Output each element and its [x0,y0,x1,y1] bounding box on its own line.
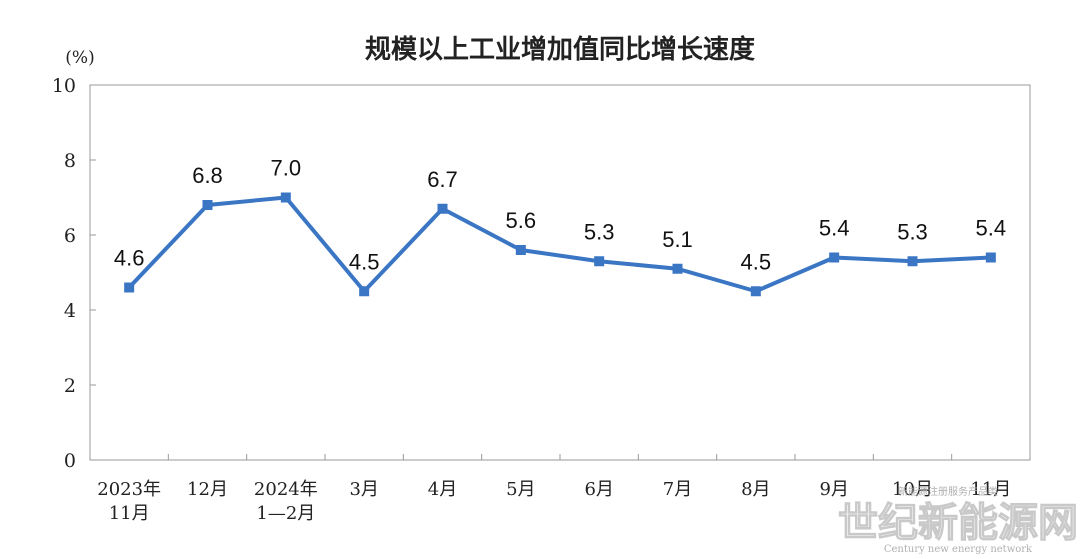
data-label: 6.8 [192,163,223,188]
data-point-marker [359,286,370,297]
y-tick-label: 6 [64,225,76,247]
y-axis-ticks: 0 2 4 6 8 10 [52,75,96,472]
y-tick-label: 4 [64,300,76,322]
y-axis-unit-label: (%) [65,48,94,68]
plot-area-frame [89,84,1031,461]
x-tick-label: 10月 [892,479,933,500]
data-point-marker [907,256,918,267]
data-point-marker [124,282,135,293]
y-tick-label: 0 [64,450,76,472]
x-tick-label: 5月 [506,479,535,500]
watermark-overlay-text: 新能源注册服务产品类 [898,485,998,498]
x-tick-label: 2024年 [254,479,318,500]
data-label: 7.0 [271,156,302,181]
data-point-marker [672,263,683,274]
data-label: 5.4 [976,216,1007,241]
x-tick-label: 8月 [741,479,770,500]
data-point-marker [515,245,526,255]
y-tick-label: 2 [64,375,76,397]
x-tick-label: 7月 [663,479,692,500]
data-point-marker [985,252,996,263]
series-line [127,195,991,294]
x-axis-ticks: 2023年 11月 12月 2024年 1—2月 3月 4月 5月 6月 7月 8月 9月 10月 11月 [97,454,1011,524]
y-tick-label: 8 [64,150,76,172]
data-label: 4.5 [741,249,772,274]
x-tick-label: 4月 [428,479,457,500]
x-tick-label: 6月 [584,479,613,500]
y-tick-label: 10 [52,75,76,97]
x-tick-label: 11月 [109,503,150,524]
data-labels: 4.6 6.8 7.0 4.5 6.7 5.6 5.3 5.1 4.5 5.4 5.3 5.4 [114,156,1006,275]
data-point-marker [280,192,291,203]
data-label: 4.6 [114,246,145,271]
x-tick-label: 11月 [970,479,1011,500]
data-label: 4.5 [349,249,380,274]
x-tick-label: 12月 [187,479,228,500]
data-label: 6.7 [427,167,458,192]
data-label: 5.4 [819,216,850,241]
x-tick-label: 3月 [349,479,378,500]
data-label: 5.6 [506,208,537,233]
data-point-marker [437,203,448,214]
watermark-logo-text: 世纪新能源网 [838,500,1078,546]
data-point-marker [202,200,213,210]
data-point-marker [750,286,761,297]
data-point-marker [829,252,840,263]
data-label: 5.3 [897,219,928,244]
data-label: 5.1 [662,227,693,252]
data-point-markers [124,192,996,297]
x-tick-label: 2023年 [97,479,161,500]
data-point-marker [594,256,605,267]
x-tick-label: 1—2月 [256,503,315,524]
x-tick-label: 9月 [819,479,848,500]
watermark: 世纪新能源网 Century new energy network 新能源注册服… [837,485,1078,555]
chart-title: 规模以上工业增加值同比增长速度 [365,34,755,65]
watermark-subtitle: Century new energy network [884,544,1033,555]
data-label: 5.3 [584,219,615,244]
